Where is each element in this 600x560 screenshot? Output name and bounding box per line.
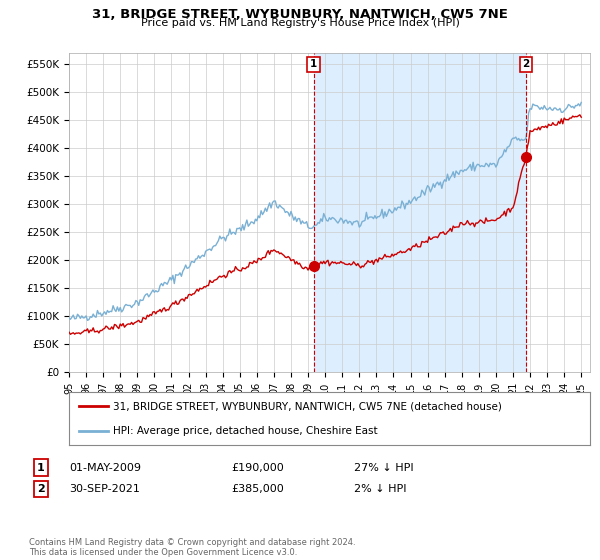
Text: 31, BRIDGE STREET, WYBUNBURY, NANTWICH, CW5 7NE: 31, BRIDGE STREET, WYBUNBURY, NANTWICH, … <box>92 8 508 21</box>
Text: £190,000: £190,000 <box>231 463 284 473</box>
Text: Price paid vs. HM Land Registry's House Price Index (HPI): Price paid vs. HM Land Registry's House … <box>140 18 460 29</box>
Text: 27% ↓ HPI: 27% ↓ HPI <box>354 463 413 473</box>
Text: 31, BRIDGE STREET, WYBUNBURY, NANTWICH, CW5 7NE (detached house): 31, BRIDGE STREET, WYBUNBURY, NANTWICH, … <box>113 402 502 412</box>
Text: Contains HM Land Registry data © Crown copyright and database right 2024.
This d: Contains HM Land Registry data © Crown c… <box>29 538 355 557</box>
Text: 2: 2 <box>522 59 529 69</box>
Text: 1: 1 <box>37 463 44 473</box>
Text: 2% ↓ HPI: 2% ↓ HPI <box>354 484 407 494</box>
Text: HPI: Average price, detached house, Cheshire East: HPI: Average price, detached house, Ches… <box>113 426 378 436</box>
Text: 1: 1 <box>310 59 317 69</box>
Text: £385,000: £385,000 <box>231 484 284 494</box>
Text: 01-MAY-2009: 01-MAY-2009 <box>69 463 141 473</box>
Text: 2: 2 <box>37 484 44 494</box>
Bar <box>314 53 526 372</box>
Text: 30-SEP-2021: 30-SEP-2021 <box>69 484 140 494</box>
